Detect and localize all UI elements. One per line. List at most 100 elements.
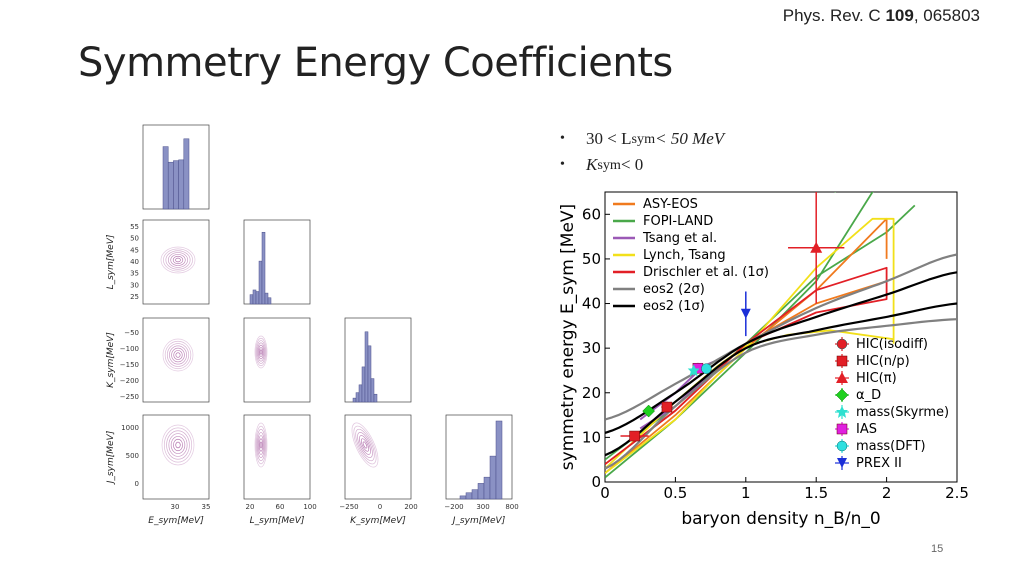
data-point-marker [629, 430, 640, 442]
contour-ellipse [257, 432, 265, 458]
hist-esym-bar [178, 159, 185, 210]
data-point-marker [836, 338, 848, 350]
tick-label-ksym-y: −200 [120, 377, 139, 385]
page-number: 15 [931, 543, 944, 555]
curve-asy-eos [605, 217, 888, 474]
tick-label-ksym-x: 0 [378, 503, 382, 511]
hist-jsym-bar [489, 455, 497, 500]
contour-ellipse [259, 441, 263, 449]
tick-label-jsym-x: 300 [476, 503, 489, 511]
x-tick-label: 1 [741, 484, 751, 502]
journal-name: Phys. Rev. C [782, 6, 881, 25]
bullet-suffix: < 0 [620, 155, 644, 174]
data-point-marker [810, 241, 823, 253]
tick-label-lsym-y: 45 [130, 246, 139, 254]
tick-label-lsym-x: 20 [246, 503, 255, 511]
contour-ellipse [168, 433, 188, 457]
hist-lsym-bar [261, 231, 266, 305]
axis-label-x: K_sym[MeV] [350, 516, 406, 526]
contour-ellipse [171, 347, 185, 363]
x-tick-label: 0.5 [663, 484, 687, 502]
contour-ellipse [167, 252, 189, 268]
hist-lsym-bar [264, 292, 269, 305]
contour-ellipse [254, 422, 268, 468]
data-point-marker [837, 458, 847, 468]
hist-ksym-bar [358, 384, 363, 403]
tick-label-ksym-x: −250 [339, 503, 358, 511]
legend-point-label: HIC(n/p) [856, 354, 910, 369]
x-tick-label: 0 [600, 484, 610, 502]
legend-point-label: mass(DFT) [856, 439, 926, 454]
y-tick-label: 50 [582, 250, 601, 268]
contour-lsym-ksym-panel [243, 317, 311, 403]
tick-label-lsym-y: 35 [130, 270, 139, 278]
data-point-marker [687, 364, 700, 377]
data-point-marker [740, 308, 751, 319]
contour-ellipse [258, 435, 264, 455]
data-point-marker [836, 355, 848, 367]
y-tick-label: 20 [582, 384, 601, 402]
tick-label-ksym-y: −150 [120, 361, 139, 369]
data-point-marker [836, 406, 848, 418]
bullet-subscript: sym [597, 156, 621, 173]
contour-ellipse [258, 344, 264, 360]
hist-ksym-bar [352, 397, 357, 403]
hist-lsym-bar [267, 297, 272, 305]
tick-label-esym-x: 30 [171, 503, 180, 511]
contour-ellipse [170, 254, 186, 266]
x-tick-label: 1.5 [804, 484, 828, 502]
data-point-marker [642, 404, 656, 418]
slide-title: Symmetry Energy Coefficients [78, 40, 673, 86]
hist-lsym-bar [249, 294, 254, 305]
corner-plot: 55504540353025−50−100−150−200−2501000500… [106, 124, 519, 526]
tick-label-lsym-x: 60 [276, 503, 285, 511]
hist-esym-bar [162, 146, 169, 210]
tick-label-lsym-y: 55 [130, 223, 139, 231]
data-point-marker [836, 440, 848, 452]
contour-ellipse [173, 438, 183, 452]
legend-point-label: HIC(isodiff) [856, 337, 928, 352]
contour-ellipse [169, 345, 187, 365]
contour-ellipse [256, 428, 266, 462]
contour-ellipse [258, 347, 264, 357]
hist-jsym-bar [483, 476, 491, 500]
contour-ellipse [173, 350, 183, 360]
hist-ksym-bar [364, 331, 369, 403]
contour-ellipse [170, 436, 186, 454]
y-tick-label: 60 [582, 205, 601, 223]
contour-ellipse [355, 428, 375, 462]
contour-ellipse [163, 248, 193, 272]
y-tick-label: 40 [582, 295, 601, 313]
hist-lsym-bar [252, 289, 257, 305]
band-eos2-2-lower [605, 318, 957, 470]
data-point-marker [835, 388, 849, 402]
contour-ellipse [164, 340, 192, 370]
hist-ksym-bar [370, 378, 375, 403]
hist-jsym-bar [495, 420, 503, 500]
contour-ellipse [175, 441, 181, 449]
hist-ksym-bar [355, 392, 360, 403]
tick-label-jsym-y: 1000 [121, 424, 139, 432]
tick-label-lsym-y: 30 [130, 281, 139, 289]
bullet-symbol: L [621, 129, 632, 148]
contour-ellipse [175, 352, 181, 358]
hist-jsym-bar [477, 483, 485, 500]
x-axis-label: baryon density n_B/n_0 [681, 509, 880, 529]
contour-lsym-jsym-panel [243, 414, 311, 500]
legend-line-label: Tsang et al. [642, 231, 717, 246]
hist-esym-bar [167, 161, 174, 210]
axis-label-x: J_sym[MeV] [451, 516, 506, 526]
band-eos2-2-upper [605, 253, 957, 421]
band-eos2-1-upper [605, 271, 957, 434]
axis-label-y: L_sym[MeV] [106, 234, 116, 289]
contour-ellipse [161, 424, 195, 466]
contour-ellipse [166, 430, 190, 460]
contour-ellipse [360, 438, 370, 452]
contour-ellipse [362, 441, 368, 449]
axis-label-x: E_sym[MeV] [148, 516, 204, 526]
y-tick-label: 10 [582, 428, 601, 446]
contour-ellipse [254, 335, 268, 369]
hist-jsym-bar [465, 492, 473, 500]
tick-label-jsym-y: 500 [126, 452, 139, 460]
tick-label-ksym-y: −250 [120, 393, 139, 401]
